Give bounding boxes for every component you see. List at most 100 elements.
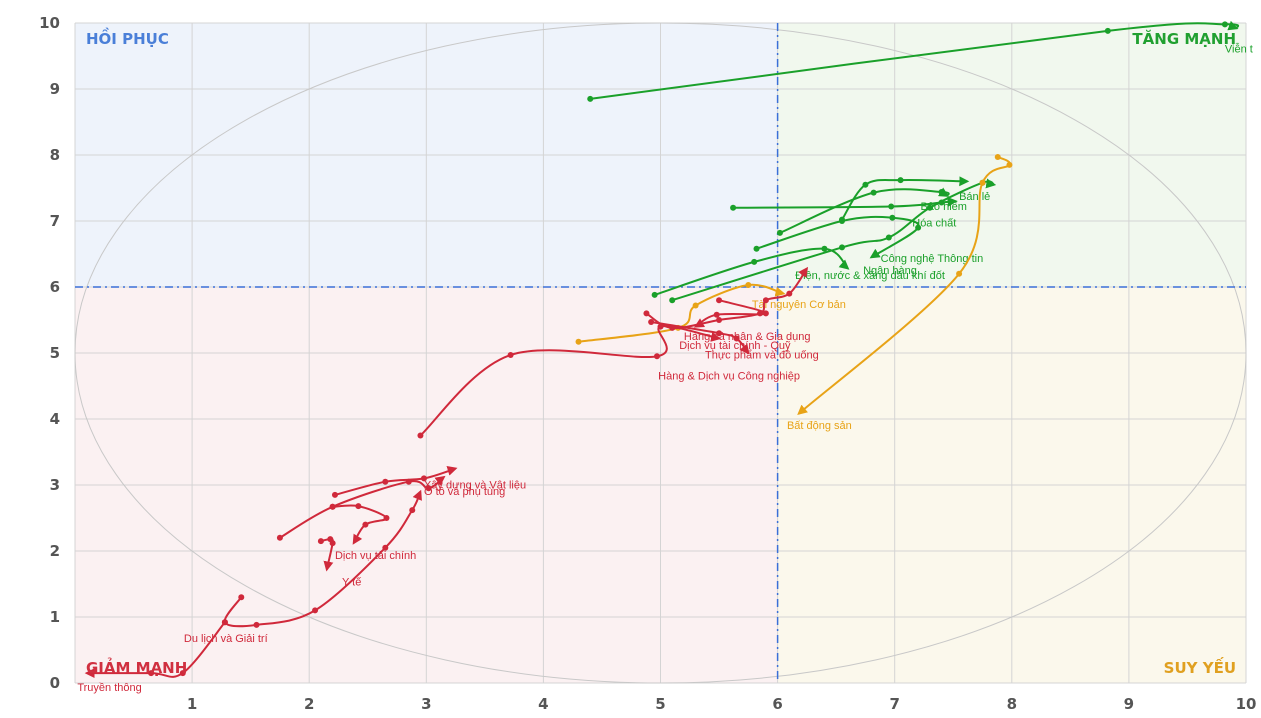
series-point (238, 594, 245, 601)
series-label: Điện, nước & xăng dầu khí đốt (795, 270, 945, 282)
y-axis-ticks: 0 1 2 3 4 5 6 7 8 9 10 (39, 14, 60, 692)
series-point (897, 177, 904, 184)
series-bao-hiem[interactable]: Bảo hiểm (730, 196, 967, 213)
series-point (692, 302, 699, 309)
x-tick-label: 8 (1007, 695, 1017, 713)
series-point (657, 323, 664, 330)
series-point (669, 297, 676, 304)
series-point (643, 310, 650, 317)
series-point (425, 485, 432, 492)
series-point (762, 310, 769, 317)
series-line (334, 466, 458, 496)
series-point (651, 291, 658, 298)
y-tick-label: 3 (50, 476, 60, 494)
series-label: Hàng & Dịch vụ Công nghiệp (658, 370, 800, 382)
y-tick-label: 7 (50, 212, 60, 230)
series-point (786, 290, 793, 297)
y-tick-label: 10 (39, 14, 60, 32)
series-dien-nuoc-xang-dau-khi-dot[interactable]: Điện, nước & xăng dầu khí đốt (651, 245, 945, 298)
series-point (733, 335, 740, 342)
series-label: Du lịch và Giải trí (184, 633, 268, 645)
series-point (1006, 161, 1013, 168)
series-point (716, 317, 723, 323)
series-dich-vu-tai-chinh[interactable]: Dịch vụ tài chính (329, 503, 417, 562)
series-point (331, 491, 338, 498)
series-point (179, 670, 186, 677)
quadrant-label-decline: GIẢM MẠNH (86, 656, 187, 677)
series-point (587, 95, 594, 102)
series-point (862, 181, 869, 188)
series-line (84, 621, 226, 679)
y-tick-label: 0 (50, 674, 60, 692)
series-point (1221, 21, 1228, 28)
series-xay-dung-va-vat-lieu[interactable]: Xây dựng và Vật liệu (331, 466, 526, 498)
x-tick-label: 10 (1236, 695, 1257, 713)
series-point (329, 503, 336, 510)
series-line (841, 176, 970, 221)
y-tick-label: 4 (50, 410, 60, 428)
series-point (713, 311, 720, 318)
y-tick-label: 5 (50, 344, 60, 362)
series-point (362, 521, 369, 528)
series-truyen-thong[interactable]: Truyền thông (77, 619, 228, 694)
x-tick-label: 6 (772, 695, 782, 713)
series-point (926, 204, 933, 211)
series-label: Hóa chất (912, 217, 956, 229)
series-point (653, 353, 660, 360)
series-point (730, 204, 737, 211)
reference-ellipse (74, 22, 1247, 684)
series-point (317, 538, 324, 545)
series-point (915, 224, 922, 231)
x-tick-label: 9 (1124, 695, 1134, 713)
series-point (383, 515, 390, 521)
series-label: Dịch vụ tài chính - Quỹ (679, 340, 791, 352)
series-point (979, 179, 986, 186)
series-hang-dich-vu-cong-nghiep[interactable]: Hàng & Dịch vụ Công nghiệp (417, 323, 800, 439)
series-point (870, 189, 877, 196)
series-line (654, 247, 850, 296)
series-point (276, 534, 283, 541)
x-tick-label: 3 (421, 695, 431, 713)
series-point (382, 478, 389, 485)
series-point (382, 544, 389, 551)
series-line (693, 299, 767, 328)
x-tick-label: 2 (304, 695, 314, 713)
series-ngan-hang[interactable]: Ngân hàng (839, 176, 970, 277)
series-point (409, 507, 416, 514)
y-tick-label: 8 (50, 146, 60, 164)
x-tick-label: 4 (538, 695, 548, 713)
series-point (938, 199, 945, 206)
series-point (938, 188, 945, 195)
series-point (405, 478, 412, 485)
quadrant-label-strong: TĂNG MẠNH (1132, 29, 1236, 48)
series-point (745, 282, 752, 289)
series-point (753, 245, 760, 252)
series-point (889, 214, 896, 221)
series-point (312, 607, 319, 614)
series-du-lich-va-giai-tri[interactable]: Du lịch và Giải trí (184, 489, 422, 645)
series-label: Tài nguyên Cơ bản (752, 299, 846, 311)
series-point (885, 234, 892, 241)
series-cong-nghe-thong-tin[interactable]: Công nghệ Thông tin (753, 214, 984, 265)
series-tai-nguyen-co-ban[interactable]: Tài nguyên Cơ bản (575, 282, 846, 345)
y-tick-label: 1 (50, 608, 60, 626)
series-label: Công nghệ Thông tin (881, 253, 984, 265)
series-point (420, 475, 427, 482)
series-point (355, 503, 362, 510)
series-vien-t[interactable]: Viễn t (587, 20, 1253, 102)
y-tick-label: 9 (50, 80, 60, 98)
series-point (1104, 27, 1111, 34)
series-point (648, 318, 655, 325)
series-point (329, 540, 336, 547)
series-point (994, 153, 1001, 160)
series-point (507, 351, 514, 358)
x-tick-label: 1 (187, 695, 197, 713)
x-tick-label: 5 (655, 695, 665, 713)
series-line (419, 325, 722, 437)
series-bat-dong-san[interactable]: Bất động sản (787, 153, 1013, 432)
series-label: Bất động sản (787, 420, 852, 432)
series-point (839, 244, 846, 251)
series-hoa-chat[interactable]: Hóa chất (776, 187, 956, 236)
